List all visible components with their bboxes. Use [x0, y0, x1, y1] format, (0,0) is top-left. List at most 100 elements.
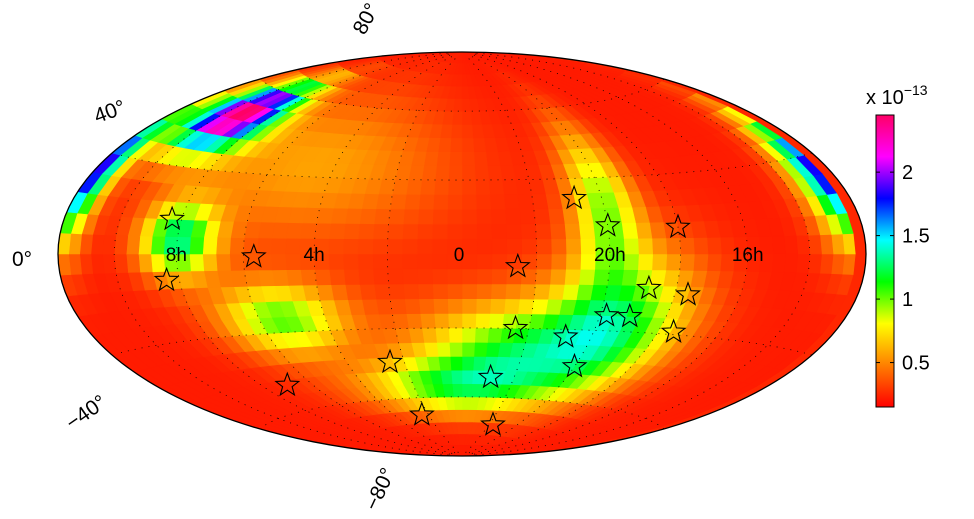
source-star-marker [561, 352, 588, 378]
source-markers [153, 184, 701, 436]
heatmap-cell [819, 234, 834, 255]
heatmap-cell [565, 253, 582, 270]
heatmap-cell [372, 268, 390, 285]
ra-tick-label: 20h [594, 245, 626, 266]
heatmap-cell [432, 194, 449, 210]
heatmap-cell [342, 238, 359, 255]
heatmap-cell [270, 237, 287, 255]
heatmap-cell [446, 283, 463, 300]
source-star-marker [240, 243, 267, 268]
heatmap-cell [487, 165, 503, 181]
heatmap-cell [447, 313, 463, 329]
heatmap-cell [189, 236, 205, 255]
heatmap-cell [448, 327, 463, 343]
source-star-marker [594, 212, 621, 237]
heatmap-cell [485, 151, 501, 166]
heatmap-cell [202, 236, 218, 255]
heatmap-cell [491, 253, 508, 270]
heatmap-cell [387, 253, 403, 270]
heatmap-cell [461, 110, 473, 125]
heatmap-cell [446, 268, 463, 285]
heatmap-cell [461, 283, 478, 300]
heatmap-cell [419, 313, 436, 329]
heatmap-cell [357, 253, 374, 270]
colorbar-gradient [875, 114, 895, 408]
heatmap-cell [515, 179, 532, 195]
heatmap-cell [635, 221, 653, 239]
source-star-marker [616, 302, 643, 328]
heatmap-cell [328, 222, 346, 240]
heatmap-cell [461, 179, 477, 195]
heatmap-cell [271, 269, 289, 287]
heatmap-cell [328, 253, 345, 270]
heatmap-cell [547, 208, 565, 225]
heatmap-cell [693, 237, 709, 255]
heatmap-cell [499, 164, 516, 181]
heatmap-cell [461, 268, 478, 285]
heatmap-cell [476, 283, 492, 300]
heatmap-cell [372, 223, 390, 240]
heatmap-cell [771, 253, 786, 273]
heatmap-cell [447, 194, 463, 210]
heatmap-cell [436, 151, 451, 167]
heatmap-cell [421, 327, 437, 343]
heatmap-cell [461, 298, 477, 314]
heatmap-cell [113, 253, 129, 274]
heatmap-cell [102, 253, 117, 274]
heatmap-cell [476, 209, 492, 225]
heatmap-cell [819, 253, 834, 274]
heatmap-cell [342, 253, 359, 270]
heatmap-cell [531, 193, 549, 210]
heatmap-cell [189, 253, 205, 272]
heatmap-cell [706, 236, 722, 255]
heatmap-cell [432, 283, 448, 300]
heatmap-cell [623, 237, 639, 255]
heatmap-cell [285, 237, 301, 255]
heatmap-cell [388, 283, 405, 300]
heatmap-cell [461, 209, 478, 225]
dec-tick-label: 40° [91, 96, 129, 128]
heatmap-cell [515, 313, 532, 329]
heatmap-cell [783, 253, 799, 273]
coordinate-grid [113, 52, 812, 456]
heatmap-cell [431, 238, 448, 255]
heatmap-cell [490, 208, 507, 225]
ra-tick-label: 8h [166, 245, 187, 266]
heatmap-cell [372, 238, 389, 255]
heatmap-cell [271, 221, 289, 239]
heatmap-cell [421, 165, 437, 181]
heatmap-cell [473, 151, 488, 167]
heatmap-cell [433, 179, 449, 195]
heatmap-cell [389, 298, 407, 315]
heatmap-cell [488, 179, 505, 195]
colorbar-tick-label: 2 [902, 162, 913, 184]
heatmap-cell [448, 341, 463, 357]
heatmap-cell [533, 283, 551, 300]
source-star-marker [660, 318, 687, 343]
heatmap-cell [285, 253, 301, 271]
heatmap-cell [357, 238, 374, 255]
map-outline [57, 51, 867, 457]
heatmap-cell [300, 269, 317, 286]
heatmap-cell [359, 208, 377, 225]
source-star-marker [480, 411, 506, 436]
heatmap-cell [549, 268, 567, 285]
heatmap-cell [461, 124, 474, 139]
source-star-marker [159, 205, 185, 231]
heatmap-cell [461, 165, 476, 181]
heatmap-cell [505, 223, 522, 240]
ra-tick-label: 0 [454, 245, 465, 266]
heatmap-cell [679, 253, 695, 271]
heatmap-cell [357, 268, 375, 285]
heatmap-cell [125, 253, 141, 273]
heatmap-cell [416, 238, 433, 255]
heatmap-cell [202, 253, 218, 272]
source-star-marker [408, 401, 435, 426]
heatmap-cell [575, 207, 594, 224]
heatmap-cell [472, 356, 487, 371]
heatmap-cell [314, 269, 332, 286]
source-star-marker [477, 363, 504, 389]
heatmap-cell [679, 237, 695, 255]
heatmap-cell [547, 283, 565, 300]
heatmap-cell [521, 238, 537, 255]
